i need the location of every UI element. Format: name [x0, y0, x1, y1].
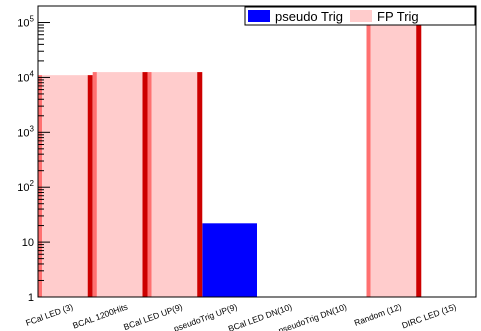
bar-pseudo-trig-3 [202, 223, 257, 297]
y-tick-label: 105 [17, 15, 34, 30]
legend-swatch-fp-trig [350, 10, 372, 22]
x-category-label: Random (12) [353, 301, 403, 327]
y-tick-label: 1 [28, 292, 34, 304]
bars-group [38, 18, 422, 298]
y-tick-label: 103 [17, 124, 34, 139]
bar-edge-left-1 [92, 72, 97, 297]
bar-edge-left-2 [147, 72, 152, 297]
bar-edge-right-0 [87, 75, 93, 297]
bar-fp-trig-6 [366, 18, 422, 298]
y-axis-ticks: 1 10 102 103 104 105 [17, 5, 50, 304]
legend-label-pseudo-trig: pseudo Trig [275, 9, 343, 24]
x-category-label: BCAL 1200Hits [71, 302, 129, 331]
plot-frame [37, 5, 477, 298]
bar-fp-trig-2 [147, 72, 203, 297]
x-category-label: FCal LED (3) [24, 301, 74, 327]
y-tick-label: 10 [22, 237, 34, 249]
legend: pseudo Trig FP Trig [244, 6, 476, 26]
bar-edge-left-6 [366, 18, 371, 298]
legend-swatch-pseudo-trig [248, 10, 270, 22]
bar-edge-right-2 [197, 72, 203, 297]
legend-label-fp-trig: FP Trig [377, 9, 419, 24]
bar-fp-trig-0 [38, 75, 93, 297]
y-tick-label: 102 [17, 179, 34, 194]
x-category-label: DIRC LED (15) [400, 301, 457, 330]
bar-edge-left-0 [38, 75, 42, 297]
y-tick-label: 104 [17, 69, 34, 84]
bar-edge-right-1 [142, 72, 148, 297]
bar-edge-right-6 [416, 18, 422, 298]
bar-fp-trig-1 [92, 72, 148, 297]
